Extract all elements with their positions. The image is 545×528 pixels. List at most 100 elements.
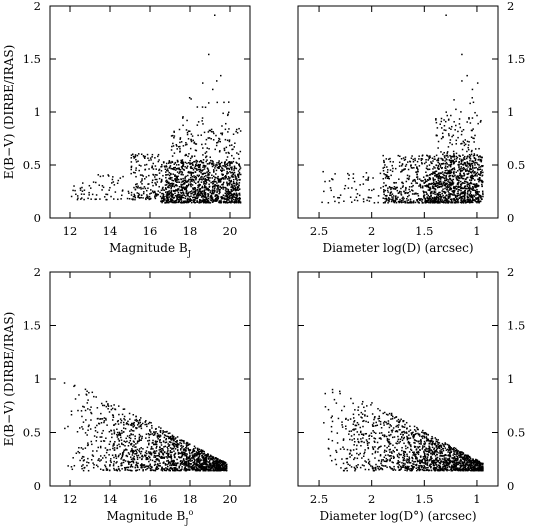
data-point: [213, 164, 215, 167]
data-point: [209, 129, 212, 132]
data-point: [189, 181, 192, 183]
data-point: [215, 467, 218, 469]
data-point: [196, 201, 199, 203]
data-point: [468, 199, 470, 201]
data-point: [231, 193, 233, 196]
data-point: [145, 450, 148, 452]
data-point: [156, 455, 159, 457]
data-point: [153, 452, 156, 454]
data-point: [414, 159, 416, 162]
data-point: [444, 196, 446, 198]
data-point: [445, 182, 447, 184]
data-point: [84, 447, 87, 449]
data-point: [459, 177, 461, 180]
data-point: [204, 180, 207, 183]
data-point: [401, 197, 403, 200]
data-point: [197, 469, 199, 471]
data-point: [458, 165, 460, 167]
data-point: [215, 173, 217, 175]
data-point: [90, 411, 92, 414]
data-point: [205, 186, 207, 188]
data-point: [159, 450, 161, 453]
data-point: [228, 168, 231, 171]
data-point: [172, 182, 175, 185]
data-point: [383, 161, 385, 164]
data-point: [207, 200, 209, 202]
data-point: [218, 200, 221, 202]
data-point: [429, 200, 431, 203]
data-point: [193, 450, 195, 453]
data-point: [202, 198, 204, 200]
data-point: [84, 432, 87, 434]
data-point: [151, 190, 154, 192]
data-point: [125, 423, 128, 425]
data-point: [454, 187, 456, 190]
data-point: [231, 195, 234, 198]
data-point: [88, 184, 91, 187]
data-point: [190, 463, 192, 465]
data-point: [429, 197, 432, 200]
data-point: [238, 184, 240, 186]
data-point: [225, 187, 227, 189]
data-point: [184, 197, 187, 200]
data-point: [475, 192, 477, 195]
data-point: [228, 177, 230, 180]
data-point: [87, 457, 89, 460]
data-point: [412, 184, 414, 187]
data-point: [322, 170, 324, 173]
data-point: [228, 190, 230, 193]
data-point: [205, 462, 207, 464]
y-tick-label: 0.5: [507, 426, 525, 440]
data-point: [215, 199, 217, 201]
data-point: [185, 445, 188, 448]
data-point: [230, 183, 233, 186]
data-point: [426, 456, 429, 458]
data-point: [174, 175, 176, 177]
data-point: [151, 424, 153, 427]
data-point: [173, 163, 175, 165]
data-point: [208, 456, 211, 458]
data-point: [450, 183, 453, 186]
data-point: [452, 182, 454, 185]
data-point: [367, 178, 369, 180]
data-point: [391, 164, 393, 167]
data-point: [461, 192, 464, 194]
data-point: [87, 444, 89, 446]
data-point: [138, 419, 141, 422]
data-point: [155, 427, 157, 430]
data-point: [453, 202, 456, 204]
data-point: [82, 405, 84, 408]
data-point: [455, 201, 457, 203]
x-tick-label: 12: [63, 492, 78, 506]
data-point: [130, 165, 133, 168]
data-point: [113, 184, 116, 186]
data-point: [394, 200, 397, 202]
data-point: [144, 455, 147, 457]
data-point: [154, 443, 157, 446]
data-point: [402, 185, 404, 187]
data-point: [471, 177, 473, 180]
data-point: [212, 464, 214, 467]
data-point: [400, 158, 403, 160]
data-point: [180, 141, 183, 143]
data-point: [100, 412, 102, 415]
data-point: [413, 193, 416, 195]
data-point: [176, 195, 178, 197]
data-point: [122, 453, 124, 456]
data-point: [205, 467, 208, 469]
data-point: [135, 469, 137, 472]
data-point: [133, 423, 135, 426]
data-point: [109, 186, 111, 189]
data-point: [189, 184, 192, 186]
data-point: [133, 193, 135, 196]
data-point: [126, 440, 128, 443]
data-point: [178, 167, 180, 169]
data-point: [460, 180, 462, 183]
data-point: [75, 452, 78, 455]
data-point: [187, 201, 190, 203]
data-point: [184, 165, 186, 168]
data-point: [383, 191, 385, 193]
data-point: [167, 452, 169, 455]
data-point: [472, 155, 475, 157]
data-point: [132, 433, 134, 436]
